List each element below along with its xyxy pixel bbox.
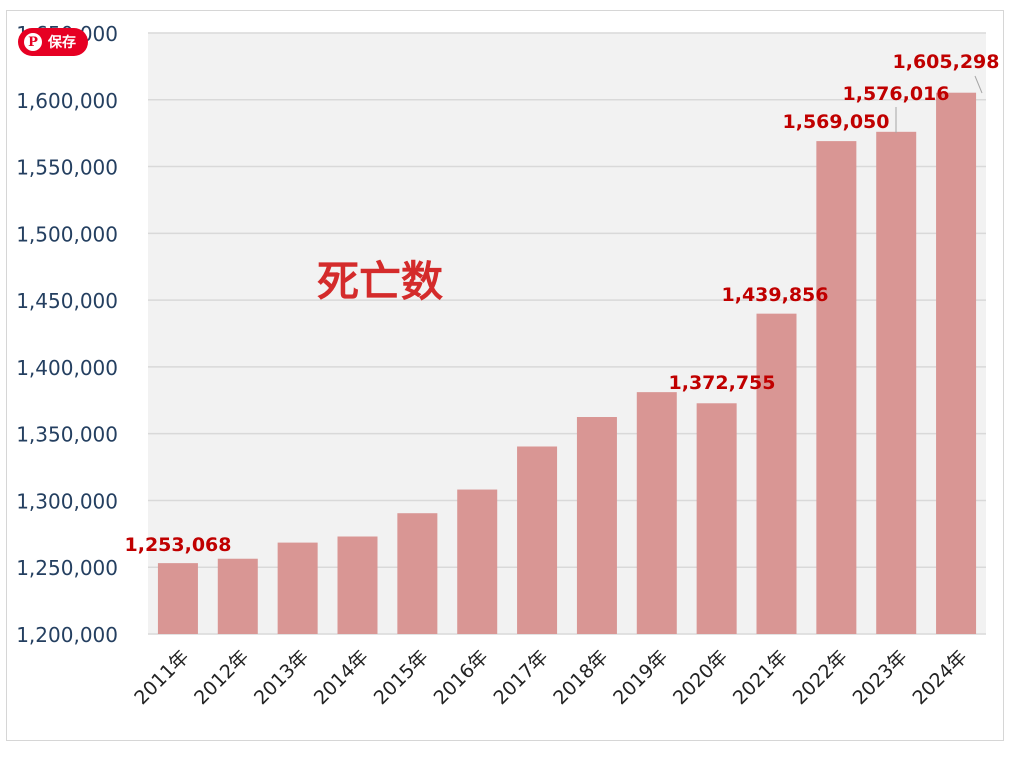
y-tick-label: 1,200,000	[16, 623, 118, 647]
data-labels: 1,253,068 1,372,755 1,439,856 1,569,050 1,57…	[125, 51, 1000, 556]
bar-2018年	[576, 417, 617, 634]
bar-2015年	[397, 513, 438, 634]
bar-2024年	[936, 92, 977, 634]
pinterest-icon: P	[24, 33, 42, 51]
x-tick-label: 2022年	[789, 646, 852, 709]
x-axis-tick-labels: 2011年2012年2013年2014年2015年2016年2017年2018年…	[130, 646, 971, 709]
bar-2016年	[457, 489, 498, 634]
x-tick-label: 2023年	[849, 646, 912, 709]
y-tick-label: 1,400,000	[16, 356, 118, 380]
data-label: 1,576,016	[843, 83, 950, 105]
bars	[157, 92, 977, 634]
y-tick-label: 1,550,000	[16, 156, 118, 180]
bar-2020年	[696, 403, 737, 634]
bar-2014年	[337, 536, 378, 634]
x-tick-label: 2012年	[190, 646, 253, 709]
y-tick-label: 1,250,000	[16, 556, 118, 580]
label-leader-lines	[895, 75, 983, 133]
data-label: 1,253,068	[125, 534, 232, 556]
x-tick-label: 2020年	[669, 646, 732, 709]
x-tick-label: 2021年	[729, 646, 792, 709]
x-tick-label: 2015年	[370, 646, 433, 709]
data-label: 1,372,755	[669, 372, 776, 394]
bar-2012年	[217, 558, 258, 634]
y-tick-label: 1,450,000	[16, 289, 118, 313]
y-tick-label: 1,500,000	[16, 222, 118, 246]
y-tick-label: 1,600,000	[16, 89, 118, 113]
x-tick-label: 2018年	[549, 646, 612, 709]
save-button-label: 保存	[48, 35, 76, 51]
x-tick-label: 2014年	[310, 646, 373, 709]
bar-2022年	[816, 141, 857, 634]
x-tick-label: 2019年	[609, 646, 672, 709]
x-tick-label: 2011年	[130, 646, 193, 709]
data-label: 1,439,856	[722, 284, 829, 306]
data-label: 1,605,298	[893, 51, 1000, 73]
chart-title: 死亡数	[317, 257, 443, 306]
y-tick-label: 1,350,000	[16, 423, 118, 447]
bar-2023年	[876, 131, 917, 634]
data-label: 1,569,050	[783, 111, 890, 133]
x-tick-label: 2016年	[430, 646, 493, 709]
x-tick-label: 2017年	[489, 646, 552, 709]
pinterest-save-button[interactable]: P 保存	[18, 28, 88, 56]
bar-2017年	[517, 446, 558, 634]
bar-2021年	[756, 313, 797, 634]
bar-2013年	[277, 542, 318, 634]
y-tick-label: 1,300,000	[16, 489, 118, 513]
x-tick-label: 2024年	[908, 646, 971, 709]
x-tick-label: 2013年	[250, 646, 313, 709]
leader-line	[974, 75, 983, 94]
y-axis-tick-labels: 1,200,000 1,250,000 1,300,000 1,350,000 1,40…	[16, 22, 118, 647]
bar-2019年	[636, 392, 677, 634]
bar-2011年	[157, 563, 198, 634]
